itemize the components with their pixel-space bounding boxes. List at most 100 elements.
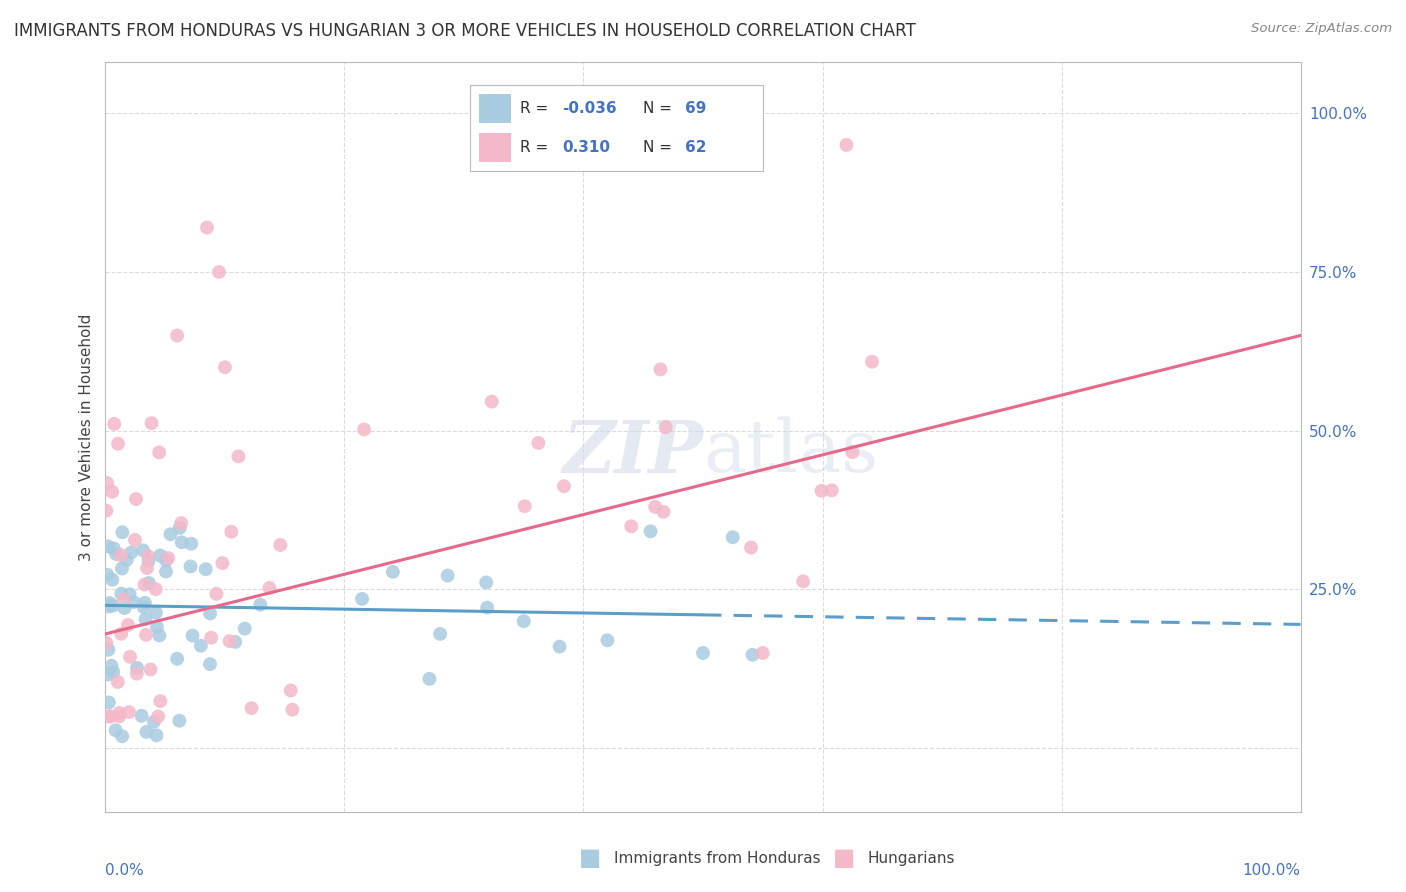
Text: Hungarians: Hungarians bbox=[868, 851, 955, 865]
Point bbox=[111, 525, 134, 540]
Point bbox=[136, 549, 159, 564]
Point bbox=[159, 527, 181, 541]
Point bbox=[740, 541, 762, 555]
Point bbox=[145, 728, 167, 742]
Point bbox=[259, 581, 281, 595]
Point bbox=[107, 436, 129, 450]
Point bbox=[553, 479, 575, 493]
Point bbox=[96, 503, 118, 517]
Point bbox=[136, 561, 159, 575]
Point bbox=[145, 606, 167, 620]
Point bbox=[108, 706, 131, 720]
Point bbox=[211, 556, 233, 570]
Point bbox=[170, 535, 193, 549]
Point bbox=[228, 450, 250, 464]
Point bbox=[135, 724, 157, 739]
Point bbox=[110, 626, 132, 640]
Point bbox=[110, 587, 132, 601]
Point bbox=[513, 500, 536, 514]
Point bbox=[353, 422, 375, 436]
Point bbox=[198, 657, 221, 671]
Y-axis label: 3 or more Vehicles in Household: 3 or more Vehicles in Household bbox=[79, 313, 94, 561]
Point bbox=[97, 696, 120, 710]
Point bbox=[105, 547, 128, 561]
Point bbox=[139, 663, 162, 677]
Point bbox=[218, 634, 240, 648]
Point bbox=[125, 666, 148, 681]
Point bbox=[180, 559, 202, 574]
Point bbox=[418, 672, 440, 686]
Point bbox=[135, 628, 157, 642]
Point bbox=[224, 635, 246, 649]
Point bbox=[221, 524, 243, 539]
Point bbox=[114, 601, 136, 615]
Point bbox=[860, 355, 883, 369]
Point bbox=[103, 665, 125, 679]
Point bbox=[122, 595, 145, 609]
Point bbox=[111, 561, 134, 575]
Point bbox=[132, 543, 155, 558]
Point bbox=[436, 568, 458, 582]
Point bbox=[97, 667, 120, 681]
Point bbox=[138, 553, 160, 567]
Text: ■: ■ bbox=[832, 847, 855, 870]
Point bbox=[180, 537, 202, 551]
Point bbox=[111, 729, 134, 743]
Point bbox=[97, 709, 120, 723]
Point bbox=[138, 576, 160, 591]
Point bbox=[281, 703, 304, 717]
Point bbox=[146, 620, 169, 634]
Text: Immigrants from Honduras: Immigrants from Honduras bbox=[614, 851, 821, 865]
Point bbox=[146, 709, 169, 723]
Point bbox=[115, 553, 138, 567]
Point bbox=[650, 362, 672, 376]
Point bbox=[155, 565, 177, 579]
Point bbox=[596, 633, 619, 648]
Point bbox=[96, 636, 118, 650]
Point bbox=[481, 394, 503, 409]
Point bbox=[108, 709, 131, 723]
Point bbox=[101, 484, 124, 499]
Point bbox=[821, 483, 844, 498]
Point bbox=[98, 596, 121, 610]
Point bbox=[110, 548, 132, 562]
Point bbox=[145, 582, 167, 597]
Point bbox=[381, 565, 404, 579]
Point bbox=[100, 709, 122, 723]
Point bbox=[148, 628, 170, 642]
Point bbox=[141, 416, 163, 430]
Point bbox=[125, 661, 148, 675]
Point bbox=[118, 705, 141, 719]
Point bbox=[131, 708, 153, 723]
Point bbox=[97, 642, 120, 657]
Point bbox=[548, 640, 571, 654]
Point bbox=[620, 519, 643, 533]
Point bbox=[112, 592, 135, 607]
Point bbox=[96, 476, 118, 491]
Point bbox=[198, 607, 221, 621]
Point bbox=[149, 694, 172, 708]
Point bbox=[100, 658, 122, 673]
Point bbox=[118, 587, 141, 601]
Text: IMMIGRANTS FROM HONDURAS VS HUNGARIAN 3 OR MORE VEHICLES IN HOUSEHOLD CORRELATIO: IMMIGRANTS FROM HONDURAS VS HUNGARIAN 3 … bbox=[14, 22, 915, 40]
Point bbox=[120, 545, 142, 559]
Point bbox=[194, 562, 217, 576]
Point bbox=[792, 574, 814, 589]
Point bbox=[208, 265, 231, 279]
Point bbox=[169, 714, 191, 728]
Point bbox=[166, 328, 188, 343]
Point bbox=[429, 627, 451, 641]
Point bbox=[477, 600, 499, 615]
Point bbox=[135, 612, 157, 626]
Point bbox=[166, 651, 188, 665]
Point bbox=[652, 505, 675, 519]
Text: atlas: atlas bbox=[703, 417, 879, 487]
Point bbox=[117, 618, 139, 632]
Point bbox=[269, 538, 291, 552]
Point bbox=[721, 530, 744, 544]
Point bbox=[125, 492, 148, 507]
Point bbox=[134, 596, 156, 610]
Point bbox=[103, 541, 125, 556]
Text: 0.0%: 0.0% bbox=[105, 863, 145, 878]
Point bbox=[214, 360, 236, 375]
